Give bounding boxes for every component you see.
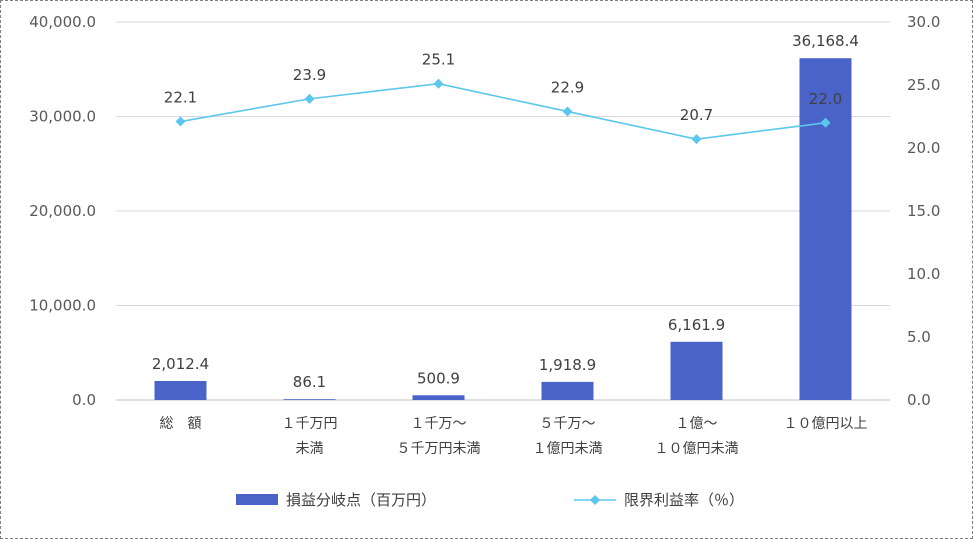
legend-bar-label: 損益分岐点（百万円） [286,491,436,509]
line-point-marker [562,106,573,117]
bar [541,381,594,400]
line-point-marker [820,117,831,128]
right-axis-tick-label: 0.0 [907,391,931,409]
left-axis-tick-label: 40,000.0 [29,13,96,31]
line-data-label: 22.1 [164,89,197,107]
line-data-label: 25.1 [422,51,455,69]
category-label: 未満 [296,441,324,457]
right-axis-tick-label: 15.0 [907,202,940,220]
legend-line-marker [590,495,600,505]
bar [412,395,465,400]
category-label: １億円未満 [533,441,603,457]
left-axis-tick-label: 0.0 [72,391,96,409]
category-label: 総 額 [160,416,202,432]
legend-bar-swatch [236,494,278,505]
line-data-label: 23.9 [293,66,326,84]
right-axis-tick-label: 25.0 [907,76,940,94]
legend-line-label: 限界利益率（％） [624,491,744,509]
category-label: １億〜 [676,416,718,432]
left-axis-tick-label: 20,000.0 [29,202,96,220]
line-series [180,82,826,140]
line-point-marker [175,116,186,127]
right-axis-tick-label: 10.0 [907,265,940,283]
bar-data-label: 36,168.4 [792,32,859,50]
right-axis-tick-label: 30.0 [907,13,940,31]
line-point-marker [304,93,315,104]
category-label: １０億円未満 [655,441,739,457]
bar [283,399,336,400]
category-label: １０億円以上 [784,416,868,432]
bar-data-label: 500.9 [417,369,460,387]
right-axis-tick-label: 20.0 [907,139,940,157]
category-label: １千万〜 [411,416,467,432]
line-point-marker [691,134,702,145]
right-axis-tick-label: 5.0 [907,328,931,346]
line-data-label: 20.7 [680,106,713,124]
bar [154,380,207,400]
bar-data-label: 2,012.4 [152,355,209,373]
bar [670,341,723,400]
bar-data-label: 6,161.9 [668,316,725,334]
category-label: ５千万〜 [540,416,596,432]
category-label: １千万円 [282,416,338,432]
left-axis-tick-label: 30,000.0 [29,108,96,126]
line-point-marker [433,78,444,89]
bar-data-label: 86.1 [293,373,326,391]
bar [799,58,852,400]
bar-data-label: 1,918.9 [539,356,596,374]
line-data-label: 22.9 [551,78,584,96]
category-label: ５千万円未満 [397,441,481,457]
line-data-label: 22.0 [809,90,842,108]
left-axis-tick-label: 10,000.0 [29,297,96,315]
